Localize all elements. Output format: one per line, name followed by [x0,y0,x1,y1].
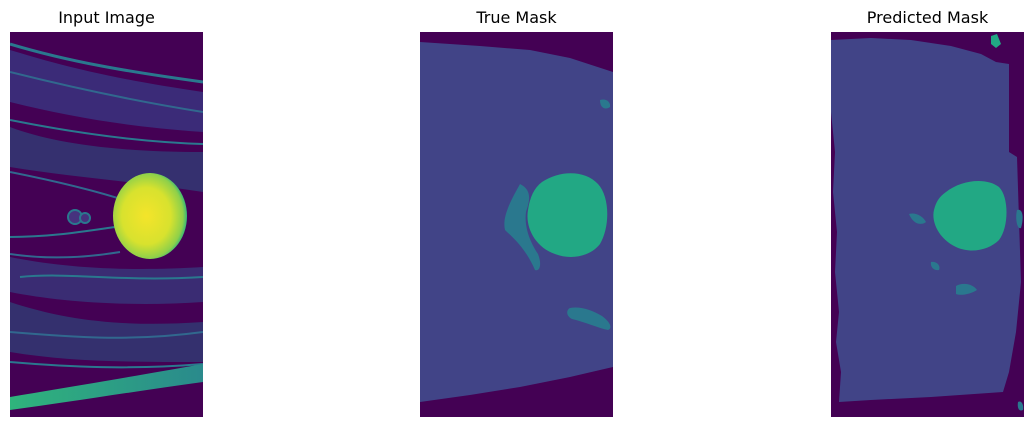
true-mask-image [420,32,613,417]
predicted-mask-image [831,32,1024,417]
input-image-panel: Input Image [10,0,203,427]
predicted-mask-title: Predicted Mask [866,8,989,27]
true-mask-title: True Mask [476,8,557,27]
input-mri-image [10,32,203,417]
true-mask-panel: True Mask [420,0,613,427]
input-image-title: Input Image [58,8,155,27]
predicted-mask-panel: Predicted Mask [831,0,1024,427]
